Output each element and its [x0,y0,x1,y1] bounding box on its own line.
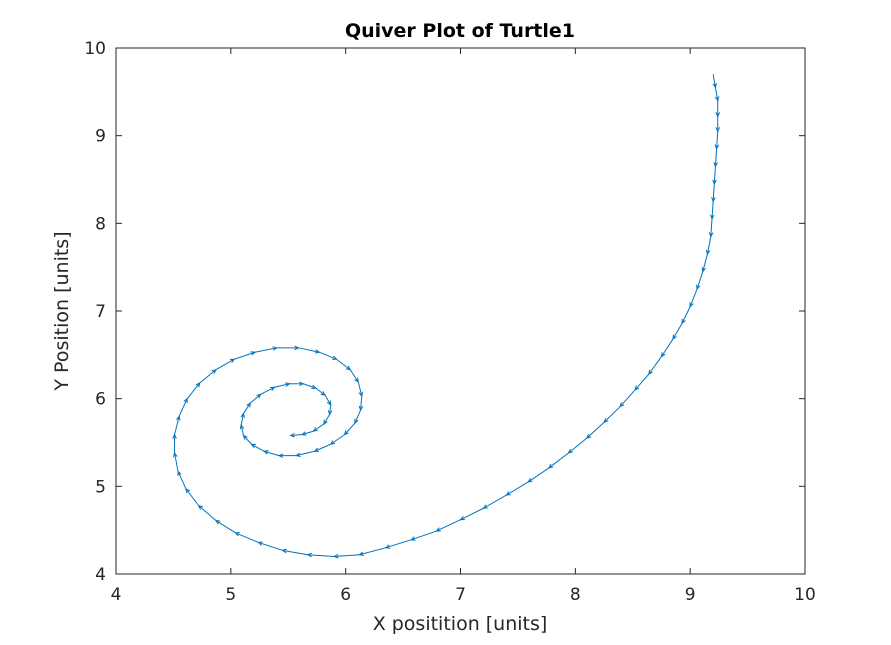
y-tick-label: 8 [95,214,106,234]
x-tick-label: 9 [685,585,696,605]
y-tick-label: 7 [95,302,106,322]
y-tick-label: 4 [95,565,106,585]
x-tick-label: 8 [570,585,581,605]
x-axis-label: X positition [units] [373,613,548,635]
x-tick-label: 10 [794,585,816,605]
plot-background [116,48,805,574]
quiver-arrow [289,432,303,438]
y-tick-label: 6 [95,390,106,410]
y-axis-label: Y Position [units] [51,231,73,391]
axis-ticks: 4 5 6 7 8 9 10 4 5 6 7 8 9 10 [84,39,815,605]
x-tick-label: 5 [225,585,236,605]
quiver-arrows [172,74,720,559]
x-tick-label: 4 [111,585,122,605]
y-tick-label: 5 [95,477,106,497]
x-tick-label: 7 [455,585,466,605]
y-tick-label: 10 [84,39,106,59]
x-tick-label: 6 [340,585,351,605]
chart-title: Quiver Plot of Turtle1 [345,20,575,42]
y-tick-label: 9 [95,127,106,147]
